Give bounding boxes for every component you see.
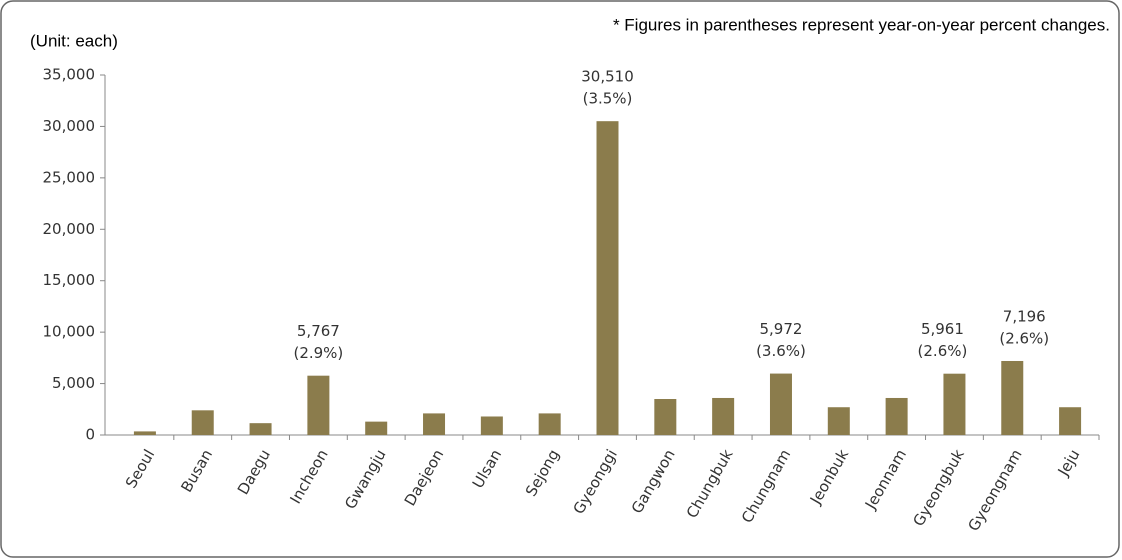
bar	[538, 413, 561, 435]
bar	[423, 413, 446, 435]
value-label: 5,961	[921, 320, 964, 338]
bar	[827, 407, 850, 435]
bar	[712, 397, 735, 435]
bar	[133, 431, 156, 435]
y-tick-label: 30,000	[43, 117, 96, 135]
bar	[1001, 360, 1024, 435]
y-tick-label: 20,000	[43, 220, 96, 238]
bar	[249, 423, 272, 435]
bar	[943, 373, 966, 435]
value-label: 5,972	[759, 320, 802, 338]
y-tick-label: 5,000	[52, 374, 95, 392]
value-label: 30,510	[581, 68, 634, 86]
change-label: (2.9%)	[293, 344, 343, 362]
change-label: (3.6%)	[756, 342, 806, 360]
bar	[480, 416, 503, 435]
y-tick-label: 0	[85, 426, 95, 444]
unit-label: (Unit: each)	[30, 31, 118, 50]
note: * Figures in parentheses represent year-…	[613, 15, 1110, 34]
change-label: (2.6%)	[999, 329, 1049, 347]
bar	[191, 410, 214, 435]
y-tick-label: 35,000	[43, 66, 96, 84]
bar	[365, 421, 388, 435]
change-label: (3.5%)	[583, 90, 633, 108]
bar	[1059, 407, 1082, 435]
y-tick-label: 15,000	[43, 271, 96, 289]
y-tick-label: 25,000	[43, 168, 96, 186]
y-tick-label: 10,000	[43, 323, 96, 341]
bar	[885, 397, 908, 435]
bar	[596, 121, 619, 435]
change-label: (2.6%)	[918, 342, 968, 360]
value-label: 5,767	[297, 322, 340, 340]
bar	[769, 373, 792, 435]
bar	[307, 375, 330, 435]
bar	[654, 399, 677, 435]
value-label: 7,196	[1003, 307, 1046, 325]
